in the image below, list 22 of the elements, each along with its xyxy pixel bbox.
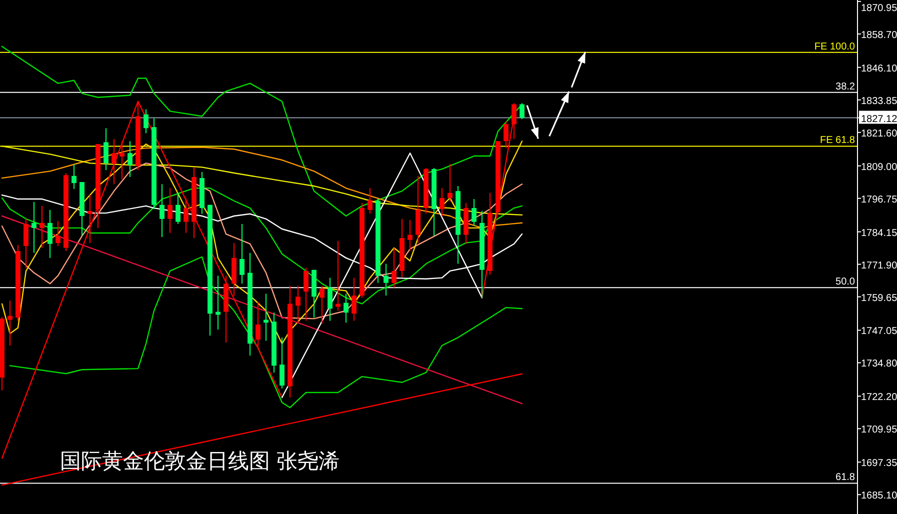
y-tick-label: 1685.10 [861, 490, 897, 502]
y-tick-label: 1784.15 [861, 228, 897, 239]
y-tick-label: 1697.35 [861, 458, 897, 470]
annotation: 38.2 [836, 81, 856, 92]
y-tick-label: 1809.00 [861, 162, 897, 173]
y-tick-label: 1821.60 [861, 128, 897, 140]
ref-line-label: FE 100.0 [814, 41, 856, 52]
y-tick-label: 1870.95 [861, 3, 897, 14]
ref-line-label: FE 61.8 [820, 135, 856, 146]
annotation: 50.0 [836, 276, 856, 288]
annotation: 61.8 [836, 472, 856, 484]
y-tick-label: 1858.70 [861, 30, 897, 41]
y-tick-label: 1734.80 [861, 358, 897, 370]
y-tick-label: 1796.75 [861, 194, 897, 206]
y-tick-label: 1709.95 [861, 424, 897, 436]
y-tick-label: 1846.10 [861, 63, 897, 74]
y-tick-label: 1747.05 [861, 326, 897, 338]
y-tick-label: 1827.12 [861, 114, 897, 125]
y-tick-label: 1759.65 [861, 292, 897, 304]
y-tick-label: 1771.90 [861, 260, 897, 272]
y-tick-label: 1722.20 [861, 392, 897, 404]
y-tick-label: 1833.85 [861, 96, 897, 107]
